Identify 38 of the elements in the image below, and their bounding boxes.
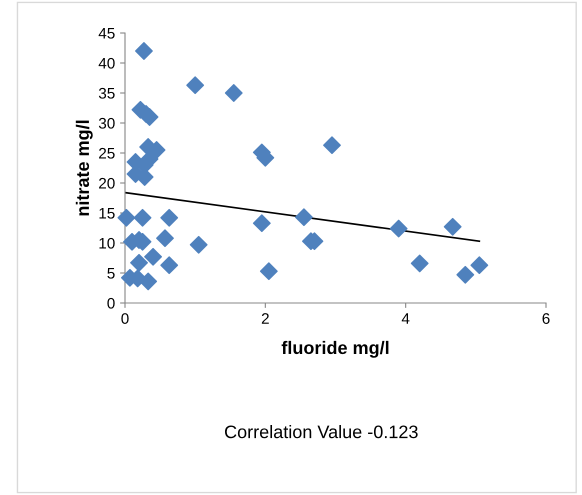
y-tick-label: 25	[99, 148, 115, 159]
x-tick-label: 6	[542, 313, 550, 324]
point	[252, 214, 271, 232]
y-tick-label: 5	[107, 268, 115, 279]
point	[156, 229, 174, 248]
y-tick-label: 40	[98, 58, 115, 69]
point	[470, 256, 488, 274]
point	[160, 256, 178, 274]
point	[224, 84, 243, 102]
y-tick-label: 35	[98, 88, 115, 99]
point	[160, 208, 178, 227]
point	[144, 248, 162, 266]
point	[323, 136, 341, 154]
y-tick-label: 0	[107, 298, 115, 309]
x-axis-title: fluoride mg/l	[282, 340, 388, 358]
x-tick-label: 0	[121, 313, 129, 324]
y-tick-label: 30	[98, 118, 115, 129]
point	[135, 42, 153, 60]
point	[117, 208, 136, 227]
point	[410, 254, 429, 272]
y-tick-label: 45	[98, 28, 115, 39]
y-tick-label: 15	[99, 208, 115, 219]
point	[139, 272, 158, 290]
x-tick-label: 2	[262, 313, 269, 324]
point	[295, 208, 313, 226]
point	[444, 218, 462, 236]
point	[130, 254, 148, 272]
point	[190, 236, 208, 254]
point	[260, 262, 278, 280]
x-tick-label: 4	[402, 313, 410, 324]
y-tick-label: 10	[99, 238, 115, 249]
y-axis-title: nitrate mg/l	[76, 120, 93, 216]
point	[456, 266, 474, 284]
point	[186, 76, 204, 94]
point	[390, 220, 408, 238]
point	[134, 208, 152, 227]
text: Correlation Value -0.123	[224, 424, 418, 438]
y-tick-label: 20	[99, 178, 115, 189]
